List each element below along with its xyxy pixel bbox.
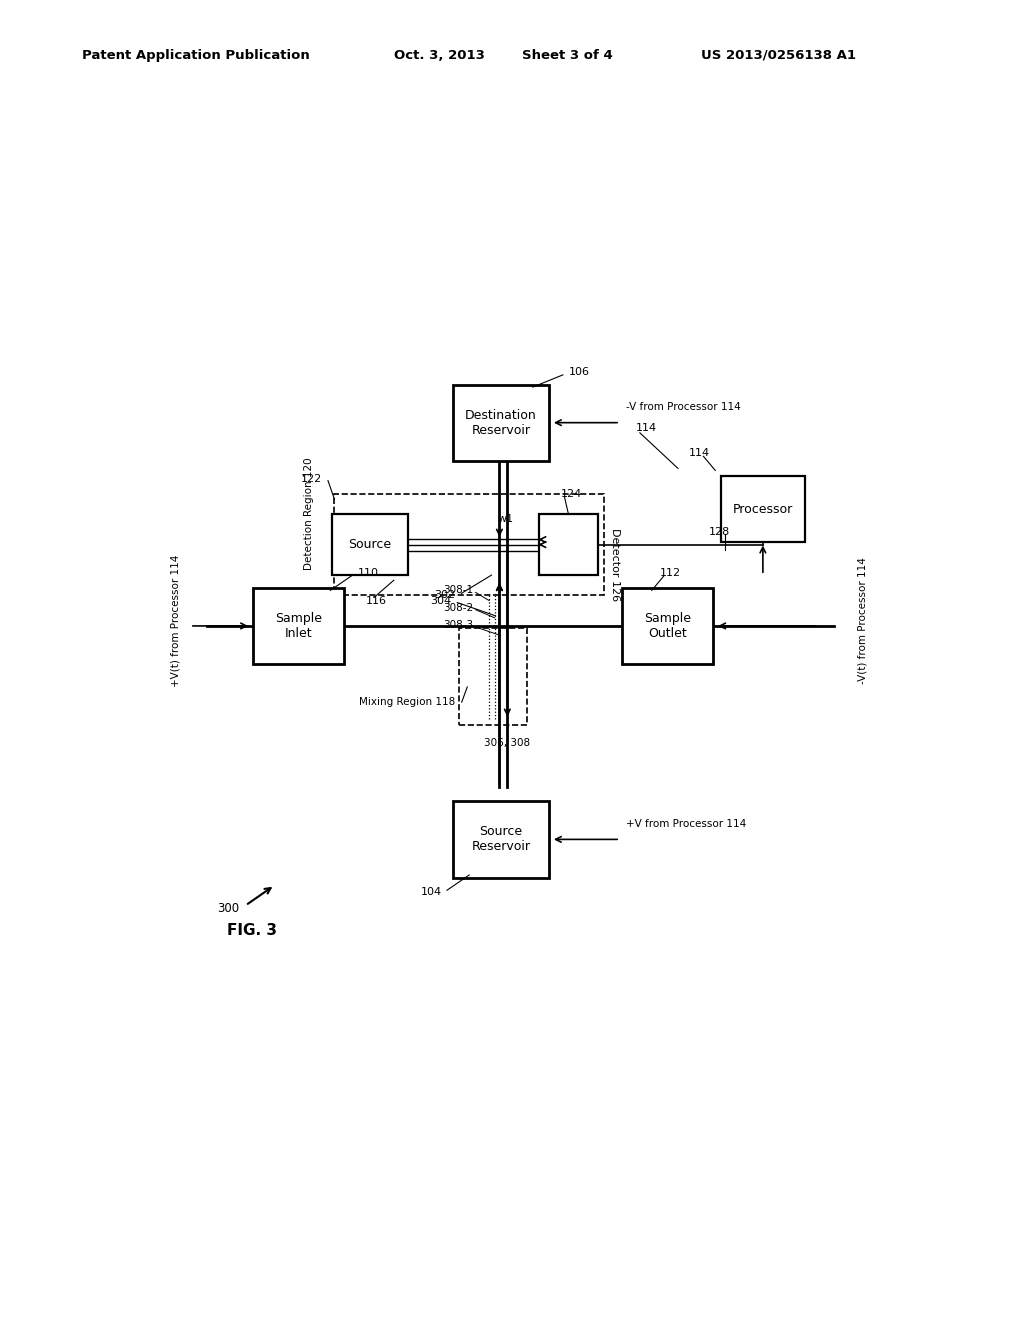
Bar (334, 494, 604, 595)
Text: 306, 308: 306, 308 (484, 738, 530, 748)
Text: 124: 124 (560, 488, 582, 499)
Bar (721, 477, 805, 543)
Bar (454, 801, 549, 878)
Text: 122: 122 (301, 474, 323, 483)
Text: Oct. 3, 2013: Oct. 3, 2013 (394, 49, 485, 62)
Text: +V from Processor 114: +V from Processor 114 (626, 820, 745, 829)
Text: 128: 128 (709, 528, 730, 537)
Text: Detector 126: Detector 126 (610, 528, 621, 602)
Text: 302: 302 (434, 590, 456, 601)
Text: 308-1: 308-1 (443, 585, 473, 595)
Text: Sample
Inlet: Sample Inlet (275, 612, 323, 640)
Text: 110: 110 (358, 568, 379, 578)
Bar (454, 384, 549, 461)
Text: 114: 114 (636, 422, 657, 433)
Text: -V from Processor 114: -V from Processor 114 (626, 403, 740, 412)
Text: FIG. 3: FIG. 3 (227, 924, 278, 939)
Text: 112: 112 (659, 568, 681, 578)
Text: Sheet 3 of 4: Sheet 3 of 4 (522, 49, 613, 62)
Text: +V(t) from Processor 114: +V(t) from Processor 114 (171, 554, 180, 686)
Text: Destination
Reservoir: Destination Reservoir (465, 409, 537, 437)
Bar (253, 587, 344, 664)
Text: 114: 114 (689, 449, 710, 458)
Text: Patent Application Publication: Patent Application Publication (82, 49, 309, 62)
Bar (622, 587, 714, 664)
Text: Source
Reservoir: Source Reservoir (471, 825, 530, 854)
Text: Processor: Processor (733, 503, 793, 516)
Text: 300: 300 (217, 902, 240, 915)
Text: 106: 106 (568, 367, 590, 376)
Text: 308-2: 308-2 (443, 603, 473, 612)
Bar (333, 515, 408, 576)
Text: -V(t) from Processor 114: -V(t) from Processor 114 (857, 557, 867, 684)
Text: Mixing Region 118: Mixing Region 118 (359, 697, 456, 708)
Text: Sample
Outlet: Sample Outlet (644, 612, 691, 640)
Text: 308-3: 308-3 (443, 620, 473, 630)
Text: 104: 104 (420, 887, 441, 898)
Text: Source: Source (348, 539, 391, 552)
Text: 116: 116 (367, 595, 387, 606)
Text: 304: 304 (431, 595, 452, 606)
Bar (460, 628, 526, 725)
Text: US 2013/0256138 A1: US 2013/0256138 A1 (701, 49, 856, 62)
Text: w1: w1 (498, 515, 514, 524)
Text: Detection Region 120: Detection Region 120 (304, 458, 314, 570)
Bar (539, 515, 598, 576)
